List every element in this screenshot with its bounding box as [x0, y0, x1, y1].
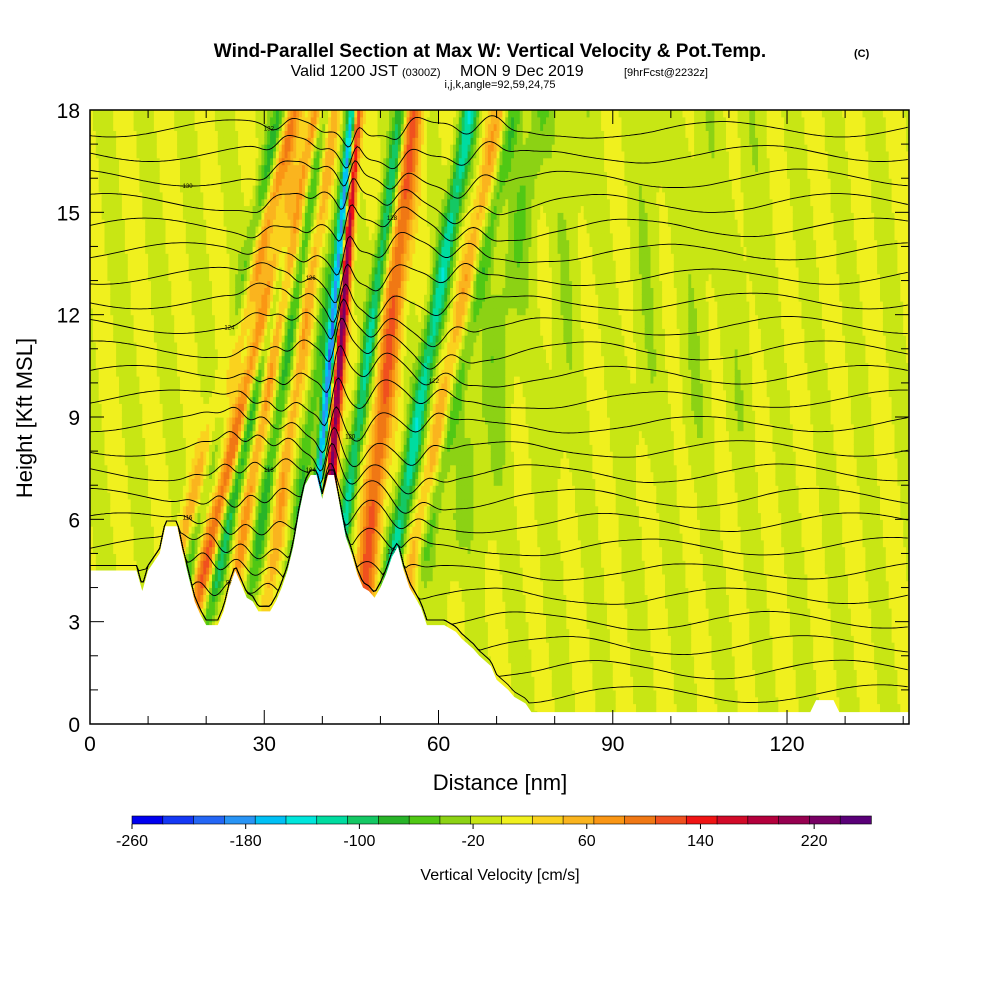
colorbar-swatch	[717, 816, 748, 824]
colorbar-swatch	[809, 816, 840, 824]
colorbar-tick-label: -20	[462, 833, 485, 850]
y-tick-label: 6	[68, 509, 80, 532]
colorbar-swatch	[840, 816, 871, 824]
theta-contour-label: 124	[224, 325, 235, 331]
subtitle-utc: (0300Z)	[402, 67, 441, 79]
subtitle-valid: Valid 1200 JST	[291, 63, 399, 80]
theta-contour-label: 128	[387, 216, 398, 222]
colorbar-tick-label: -100	[343, 833, 375, 850]
subtitle-indices: i,j,k,angle=92,59,24,75	[444, 79, 555, 91]
theta-contour-label: 132	[264, 126, 275, 132]
colorbar-swatch	[194, 816, 225, 824]
x-axis-label: Distance [nm]	[433, 770, 568, 795]
colorbar-swatch	[748, 816, 779, 824]
colorbar-label: Vertical Velocity [cm/s]	[420, 867, 579, 884]
y-tick-label: 12	[57, 305, 80, 328]
colorbar-tick-label: 220	[801, 833, 828, 850]
theta-contour-label: 120	[345, 435, 356, 441]
theta-contour-label: 122	[429, 379, 440, 385]
colorbar-swatch	[286, 816, 317, 824]
colorbar-tick-label: -180	[230, 833, 262, 850]
colorbar-swatch	[502, 816, 533, 824]
colorbar-swatch	[594, 816, 625, 824]
colorbar-swatch	[563, 816, 594, 824]
x-tick-label: 0	[84, 733, 96, 756]
colorbar-swatch	[532, 816, 563, 824]
x-tick-label: 120	[769, 733, 804, 756]
colorbar-swatch	[779, 816, 810, 824]
colorbar-swatch	[686, 816, 717, 824]
colorbar-tick-label: -260	[116, 833, 148, 850]
y-tick-label: 3	[68, 612, 80, 635]
colorbar-swatch	[378, 816, 409, 824]
colorbar-tick-label: 140	[687, 833, 714, 850]
y-tick-label: 0	[68, 714, 80, 737]
colorbar-swatch	[471, 816, 502, 824]
theta-contour-label: 104	[306, 468, 317, 474]
colorbar-swatch	[409, 816, 440, 824]
theta-contour-label: 126	[306, 276, 317, 282]
colorbar-swatch	[163, 816, 194, 824]
theta-contour-label: 116	[183, 516, 193, 522]
subtitle-date: MON 9 Dec 2019	[460, 63, 584, 80]
y-axis-label: Height [Kft MSL]	[12, 338, 37, 498]
x-tick-label: 90	[601, 733, 624, 756]
colorbar-tick-label: 60	[578, 833, 596, 850]
colorbar-swatch	[132, 816, 163, 824]
colorbar-swatch	[224, 816, 255, 824]
theta-contour-label: 118	[264, 468, 274, 474]
colorbar-swatch	[440, 816, 471, 824]
colorbar-swatch	[348, 816, 379, 824]
colorbar: -260 -180 -100 -20 60 140 220	[116, 816, 871, 850]
theta-contour-label: 130	[183, 184, 194, 190]
colorbar-swatch	[255, 816, 286, 824]
colorbar-swatch	[655, 816, 686, 824]
chart-subtitle: Valid 1200 JST (0300Z) MON 9 Dec 2019 [9…	[291, 63, 708, 80]
chart-title: Wind-Parallel Section at Max W: Vertical…	[214, 41, 766, 62]
colorbar-swatch	[317, 816, 348, 824]
title-mark: (C)	[854, 48, 870, 60]
colorbar-swatch	[625, 816, 656, 824]
y-tick-label: 15	[57, 202, 80, 225]
subtitle-forecast: [9hrFcst@2232z]	[624, 67, 708, 79]
y-tick-label: 18	[57, 100, 80, 123]
x-tick-label: 60	[427, 733, 450, 756]
y-tick-label: 9	[68, 407, 80, 430]
x-tick-label: 30	[253, 733, 276, 756]
